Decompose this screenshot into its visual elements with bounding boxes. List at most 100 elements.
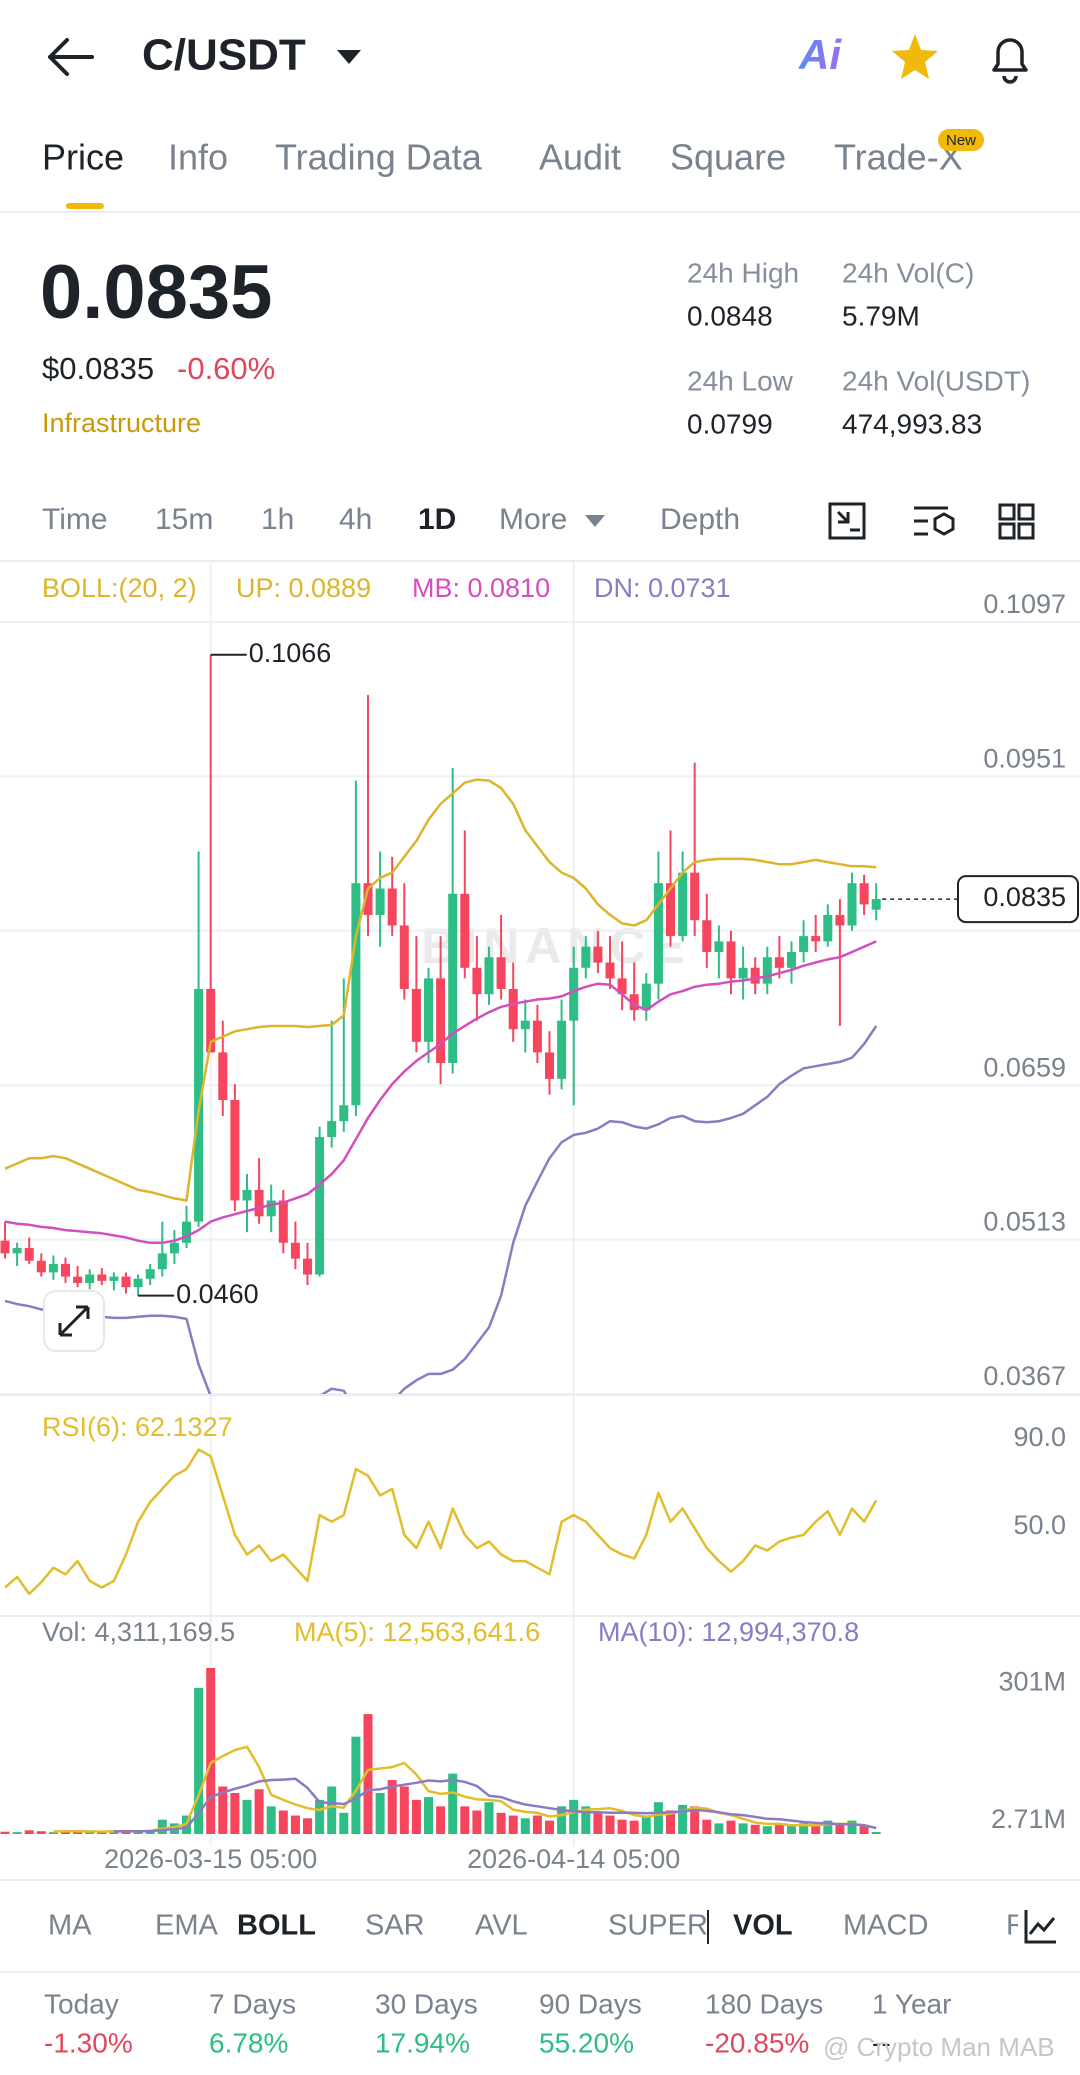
y-tick-label: 50.0 xyxy=(1013,1510,1066,1540)
back-button[interactable] xyxy=(48,38,94,76)
volume-bar xyxy=(411,1799,421,1834)
stat-value: 0.0848 xyxy=(687,300,773,331)
candle-body xyxy=(85,1274,95,1283)
tab[interactable]: Trading Data xyxy=(275,137,483,178)
chart-tools xyxy=(828,502,1035,540)
sector-tag[interactable]: Infrastructure xyxy=(42,408,201,438)
candle-body xyxy=(339,1105,349,1122)
volume-bar xyxy=(73,1831,83,1834)
volume-bar xyxy=(48,1832,58,1834)
y-tick-label: 0.0951 xyxy=(983,744,1066,774)
rsi-panel xyxy=(4,1448,878,1596)
candle-body xyxy=(327,1121,337,1138)
interval[interactable]: 4h xyxy=(339,503,372,536)
period-label: 30 Days xyxy=(375,1988,478,2019)
y-tick-label: 301M xyxy=(998,1666,1066,1696)
volume-bar xyxy=(194,1687,204,1834)
price-change: -0.60% xyxy=(177,351,275,386)
indicator-tab[interactable]: EMA xyxy=(155,1910,219,1942)
volume-bar xyxy=(726,1820,736,1834)
favorite-star[interactable] xyxy=(892,34,938,79)
candle-body xyxy=(133,1278,143,1288)
volume-bar xyxy=(787,1826,796,1834)
interval[interactable]: 15m xyxy=(155,503,213,536)
candle-body xyxy=(472,967,482,995)
layout-tool[interactable] xyxy=(998,503,1035,540)
stat-label: 24h Vol(USDT) xyxy=(842,365,1030,396)
tab[interactable]: Audit xyxy=(539,137,621,178)
ai-button[interactable]: Ai xyxy=(798,31,842,78)
volume-bar xyxy=(97,1832,107,1834)
candle-body xyxy=(242,1189,252,1201)
candle-body xyxy=(375,888,385,915)
indicator-label: BOLL:(20, 2) xyxy=(42,573,197,603)
more-dropdown[interactable] xyxy=(585,515,605,527)
candle-body xyxy=(97,1274,107,1281)
indicator-tab[interactable]: BOLL xyxy=(237,1910,316,1942)
volume-bar xyxy=(290,1815,300,1834)
candle-body xyxy=(738,967,748,979)
volume-bar xyxy=(678,1804,688,1834)
rsi-overlay: 90.0 50.0 RSI(6): 62.1327 xyxy=(42,1412,1066,1540)
indicator-tab[interactable]: SUPER xyxy=(608,1910,708,1942)
last-price: 0.0835 xyxy=(40,250,272,335)
volume-bar xyxy=(363,1714,373,1834)
x-tick-label: 2026-04-14 05:00 xyxy=(467,1844,680,1874)
candle-body xyxy=(0,1240,10,1254)
volume-bar xyxy=(835,1823,845,1834)
volume-bar xyxy=(460,1806,470,1834)
settings-tool[interactable] xyxy=(914,506,955,536)
candle-body xyxy=(484,957,494,995)
candle-body xyxy=(835,914,845,926)
extreme-label: 0.0460 xyxy=(176,1279,259,1309)
tab[interactable]: Info xyxy=(168,137,228,178)
volume-bar xyxy=(811,1826,821,1834)
volume-bar xyxy=(254,1789,264,1834)
chart-settings-icon[interactable] xyxy=(1024,1910,1056,1944)
pair-dropdown[interactable] xyxy=(337,50,361,64)
price-overlay: 0.10970.09510.08050.06590.05130.0367BOLL… xyxy=(42,573,1079,1391)
candle-body xyxy=(290,1242,300,1259)
candle-body xyxy=(315,1137,325,1275)
candle-body xyxy=(387,888,397,926)
interval[interactable]: More xyxy=(499,503,567,536)
indicator-tab[interactable]: AVL xyxy=(475,1910,528,1942)
tab-bar: Price Info Trading Data Audit Square Trade-X xyxy=(42,137,963,178)
volume-bar xyxy=(569,1799,579,1834)
volume-bar xyxy=(799,1823,809,1834)
interval[interactable]: Depth xyxy=(660,503,740,536)
interval[interactable]: Time xyxy=(42,503,108,536)
candle-body xyxy=(823,914,833,942)
indicator-tab[interactable]: VOL xyxy=(733,1910,793,1942)
fullscreen-tool[interactable] xyxy=(828,502,866,540)
volume-bar xyxy=(24,1830,34,1834)
candle-body xyxy=(653,883,663,984)
candle-body xyxy=(448,893,458,1063)
volume-bar xyxy=(436,1806,446,1834)
candle-body xyxy=(351,883,361,1106)
volume-bar xyxy=(339,1812,349,1834)
indicator-tab[interactable]: MA xyxy=(48,1910,92,1942)
pair-title[interactable]: C/USDT xyxy=(142,31,306,80)
volume-bar xyxy=(762,1826,772,1834)
candle-body xyxy=(24,1248,34,1261)
candle-body xyxy=(182,1221,191,1243)
candle-body xyxy=(266,1200,276,1217)
volume-bar xyxy=(847,1820,857,1834)
last-price-box xyxy=(957,875,1079,924)
volume-bar xyxy=(230,1792,240,1834)
candle-body xyxy=(508,988,518,1030)
alert-bell[interactable] xyxy=(992,38,1028,84)
interval[interactable]: 1D xyxy=(418,503,456,536)
candle-body xyxy=(206,988,216,1053)
volume-panel xyxy=(0,1668,881,1834)
candle-body xyxy=(424,978,433,1042)
indicator-tab[interactable]: MACD xyxy=(843,1910,928,1942)
tab[interactable]: Price xyxy=(42,137,124,178)
tab[interactable]: Square xyxy=(670,137,786,178)
volume-bar xyxy=(605,1815,615,1834)
indicator-tab[interactable]: SAR xyxy=(365,1910,425,1942)
volume-bar xyxy=(557,1806,567,1834)
interval[interactable]: 1h xyxy=(261,503,294,536)
volume-bar xyxy=(218,1786,228,1834)
